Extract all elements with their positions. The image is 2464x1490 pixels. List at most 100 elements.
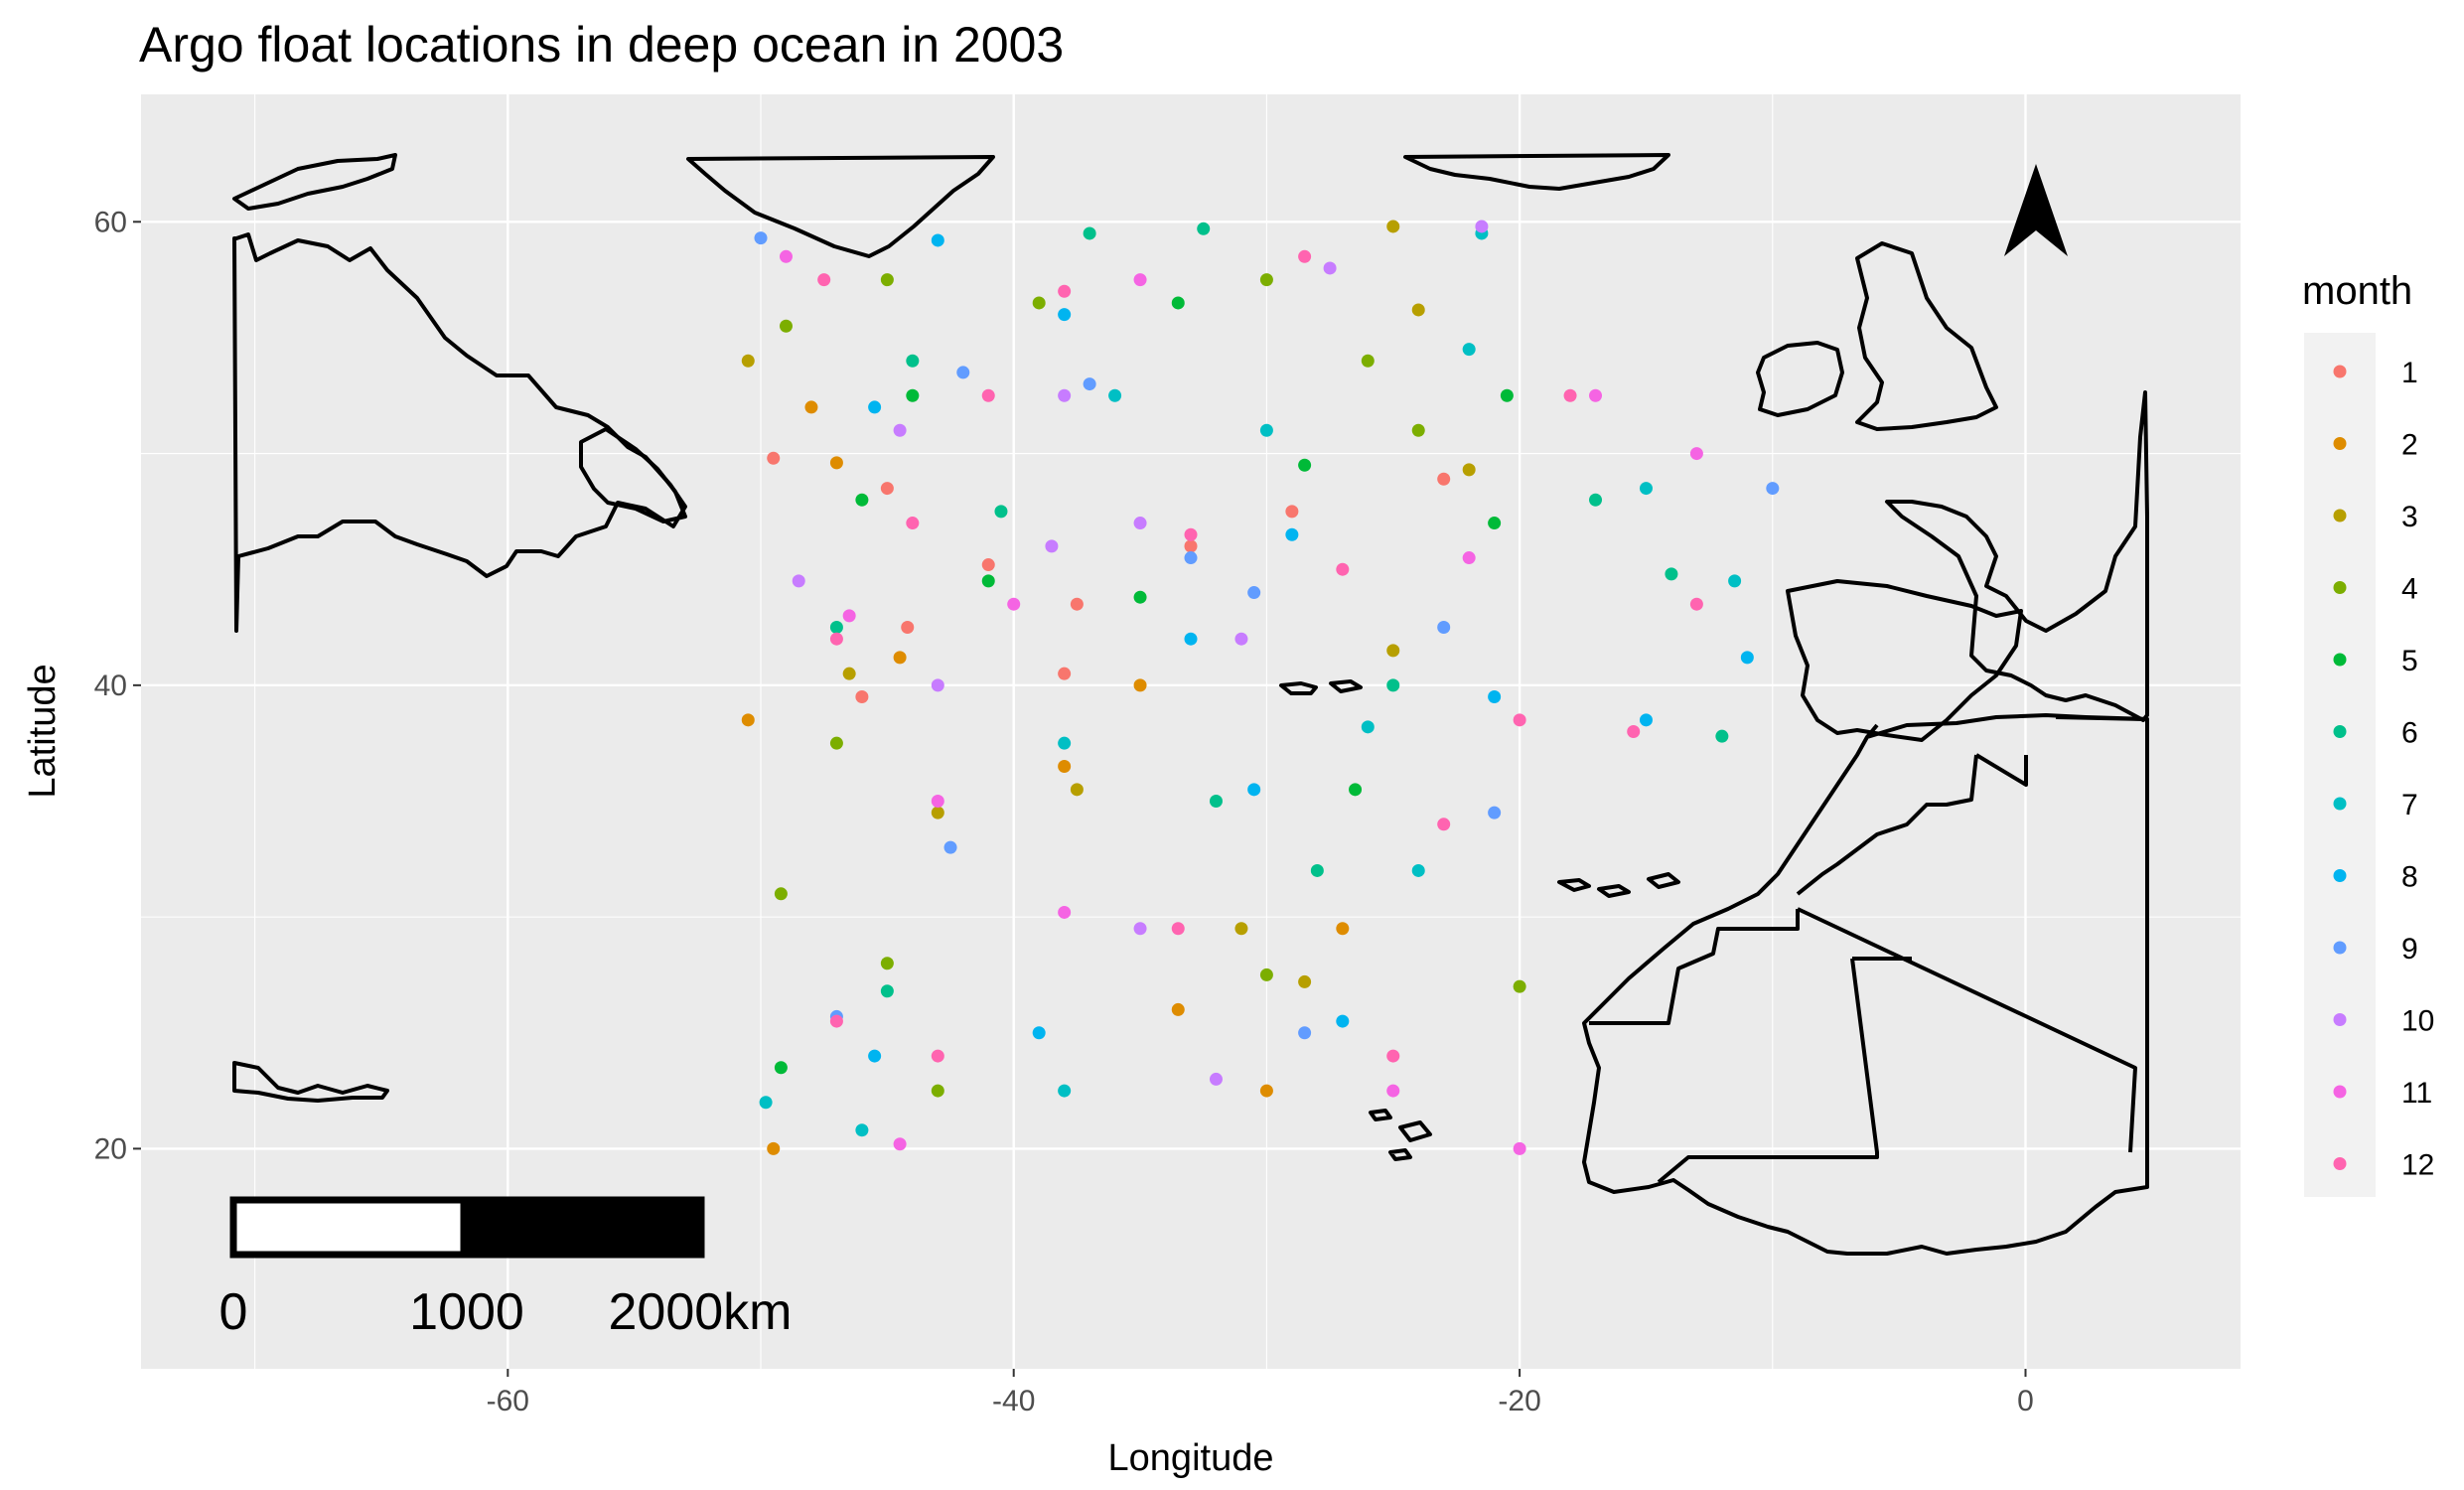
float-point	[1070, 597, 1084, 611]
float-point	[1589, 493, 1603, 507]
float-point	[1045, 539, 1059, 553]
legend-label-month-11: 11	[2401, 1077, 2432, 1110]
x-tick-label: 0	[2017, 1385, 2034, 1417]
float-point	[1627, 725, 1641, 738]
float-point	[1184, 632, 1198, 646]
float-point	[1766, 482, 1780, 496]
legend-title: month	[2302, 269, 2412, 313]
legend-key-month-9	[2333, 941, 2347, 955]
float-point	[1058, 736, 1072, 750]
baffin-coastline	[232, 153, 397, 211]
float-point	[1058, 308, 1072, 322]
float-point	[1298, 1026, 1312, 1040]
float-point	[981, 388, 995, 402]
float-point	[1133, 922, 1147, 936]
float-point	[1639, 482, 1653, 496]
float-point	[1209, 794, 1223, 808]
float-point	[1349, 783, 1363, 797]
float-point	[1310, 863, 1324, 877]
float-point	[906, 517, 920, 530]
float-point	[774, 887, 788, 901]
legend-key-month-11	[2333, 1085, 2347, 1099]
float-point	[1171, 1002, 1185, 1016]
legend-key-month-10	[2333, 1013, 2347, 1026]
legend-key-month-2	[2333, 437, 2347, 450]
float-point	[829, 1014, 843, 1028]
float-point	[759, 1096, 773, 1110]
float-point	[1386, 1084, 1400, 1098]
float-point	[931, 806, 944, 820]
float-point	[893, 423, 907, 437]
float-point	[1171, 296, 1185, 310]
float-point	[1728, 574, 1742, 588]
float-point	[893, 651, 907, 665]
legend-label-month-10: 10	[2401, 1005, 2434, 1038]
legend-label-month-4: 4	[2401, 573, 2418, 606]
legend-label-month-5: 5	[2401, 645, 2418, 677]
float-point	[1386, 644, 1400, 658]
caribbean-coastline	[232, 1061, 389, 1103]
float-point	[1083, 377, 1096, 391]
y-tick-label: 20	[94, 1132, 127, 1165]
y-tick-label: 60	[94, 206, 127, 238]
float-point	[1259, 968, 1273, 981]
float-point	[1133, 517, 1147, 530]
float-point	[1589, 388, 1603, 402]
legend-label-month-7: 7	[2401, 789, 2418, 821]
float-point	[1513, 979, 1526, 993]
legend-label-month-6: 6	[2401, 717, 2418, 750]
float-point	[829, 621, 843, 635]
float-point	[1437, 472, 1451, 486]
float-point	[901, 621, 915, 635]
float-point	[931, 1084, 944, 1098]
float-point	[880, 984, 894, 998]
float-point	[1070, 783, 1084, 797]
float-point	[981, 574, 995, 588]
float-point	[1171, 922, 1185, 936]
float-point	[1133, 273, 1147, 287]
float-point	[855, 493, 869, 507]
newfoundland-coastline	[579, 427, 687, 523]
scale-bar: 0 1000 2000km	[219, 1196, 793, 1341]
legend-label-month-8: 8	[2401, 861, 2418, 894]
float-point	[1259, 423, 1273, 437]
float-point	[1032, 296, 1046, 310]
float-point	[1462, 343, 1476, 357]
float-point	[1234, 922, 1248, 936]
float-point	[1386, 1049, 1400, 1063]
float-point	[855, 690, 869, 704]
scale-bar-white-segment	[229, 1196, 468, 1259]
legend-label-month-1: 1	[2401, 357, 2418, 389]
float-point	[817, 273, 831, 287]
scale-bar-black-segment	[460, 1196, 705, 1259]
float-point	[1247, 586, 1261, 600]
float-point	[1563, 388, 1577, 402]
float-point	[1689, 597, 1703, 611]
float-point	[754, 231, 768, 245]
float-point	[1386, 678, 1400, 692]
iceland-coastline	[1403, 153, 1670, 191]
float-point	[943, 840, 957, 854]
float-point	[880, 273, 894, 287]
float-point	[829, 736, 843, 750]
float-point	[1513, 1141, 1526, 1155]
float-point	[1298, 249, 1312, 263]
scale-label-2000km: 2000km	[609, 1283, 793, 1341]
float-point	[741, 713, 755, 727]
legend-key-month-4	[2333, 581, 2347, 594]
float-point	[1133, 678, 1147, 692]
float-point	[1513, 713, 1526, 727]
float-point	[1639, 713, 1653, 727]
float-point	[1234, 632, 1248, 646]
float-point	[1437, 621, 1451, 635]
float-point	[1411, 863, 1425, 877]
float-point	[855, 1123, 869, 1137]
float-point	[1285, 505, 1299, 519]
float-point	[931, 794, 944, 808]
x-tick-label: -20	[1498, 1385, 1540, 1417]
float-point	[829, 456, 843, 470]
float-point	[1386, 220, 1400, 233]
float-point	[1411, 423, 1425, 437]
float-point	[1083, 226, 1096, 240]
float-point	[1715, 729, 1729, 743]
